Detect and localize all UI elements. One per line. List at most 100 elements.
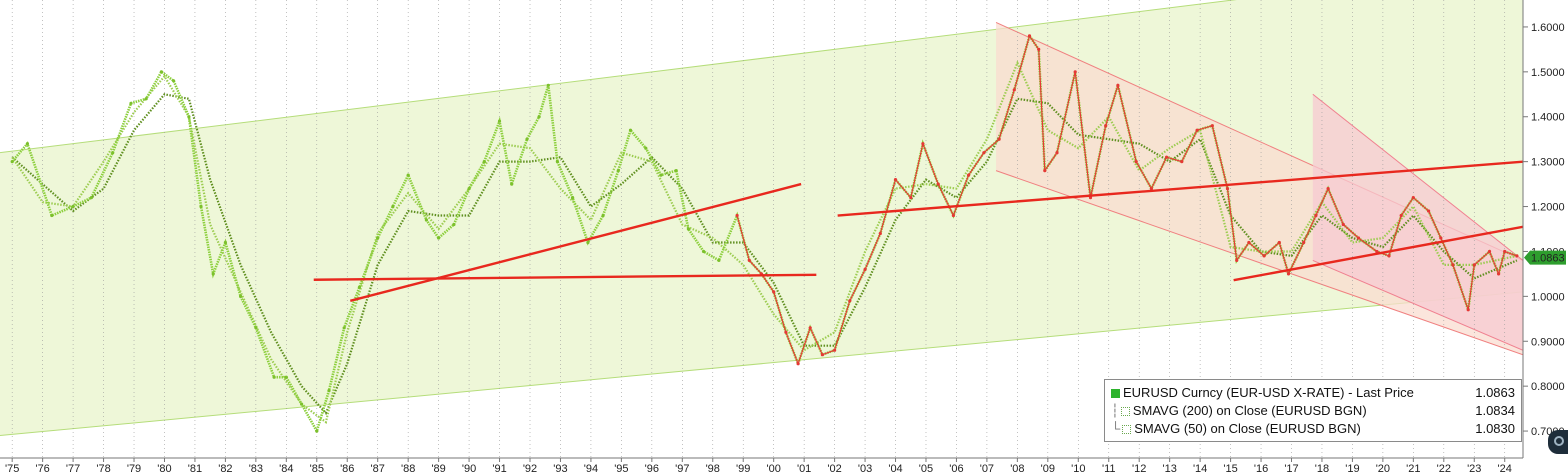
price-point	[628, 128, 633, 132]
channel-outer-upper-line	[0, 0, 1237, 154]
legend-value-smavg-200: 1.0834	[1475, 403, 1515, 418]
price-point	[391, 204, 395, 209]
price-point	[89, 196, 93, 200]
x-tick-label: '04	[888, 463, 902, 475]
price-point	[555, 160, 560, 164]
price-point	[1277, 240, 1281, 245]
price-point	[1411, 196, 1415, 200]
x-tick-label: '17	[1284, 463, 1298, 475]
last-price-tag-shape	[1524, 250, 1566, 265]
price-point	[1134, 160, 1138, 164]
x-tick-label: '18	[1315, 463, 1329, 475]
price-point	[199, 204, 203, 209]
price-point	[211, 272, 215, 276]
price-point	[437, 236, 441, 240]
vertical-gridlines	[11, 0, 1506, 458]
price-series	[10, 32, 1519, 435]
price-point	[1116, 83, 1120, 87]
price-point	[909, 196, 913, 200]
legend-value-last-price: 1.0863	[1475, 385, 1515, 400]
x-tick-label: '13	[1162, 463, 1176, 475]
x-tick-label: '15	[1223, 463, 1237, 475]
x-tick-label: '03	[858, 463, 872, 475]
price-point	[187, 115, 191, 119]
price-point	[1399, 213, 1403, 218]
legend-tree-connector: ┆	[1111, 403, 1119, 418]
price-point	[1326, 187, 1330, 191]
price-point	[1262, 254, 1266, 258]
y-tick-label: 0.9000	[1531, 336, 1565, 348]
legend-value-smavg-50: 1.0830	[1475, 421, 1515, 436]
price-point	[1165, 155, 1169, 159]
price-point	[300, 402, 304, 406]
price-point	[936, 182, 940, 186]
x-tick-label: '90	[462, 463, 476, 475]
price-point	[537, 115, 541, 119]
x-tick-label: '08	[1010, 463, 1024, 475]
x-tick-label: '24	[1498, 463, 1512, 475]
x-tick-label: '79	[127, 463, 141, 475]
price-point	[1356, 236, 1361, 240]
price-point	[1427, 209, 1431, 213]
y-axis: 0.70000.80000.90001.00001.10001.20001.30…	[1523, 22, 1565, 438]
legend-label-last-price: EURUSD Curncy (EUR-USD X-RATE) - Last Pr…	[1123, 385, 1414, 400]
x-tick-label: '81	[188, 463, 202, 475]
price-point	[315, 429, 319, 433]
y-tick-label: 1.4000	[1531, 112, 1565, 124]
chart-settings-icon[interactable]	[1548, 430, 1568, 454]
price-point	[254, 326, 258, 330]
price-point	[1073, 70, 1077, 74]
price-point	[1180, 160, 1184, 164]
price-point	[808, 326, 812, 330]
last-price-tag-label: 1.0863	[1531, 253, 1565, 265]
price-point	[616, 169, 620, 173]
price-point	[833, 348, 837, 352]
x-tick-label: '07	[980, 463, 994, 475]
x-tick-label: '05	[919, 463, 933, 475]
red-trendline-2	[349, 182, 802, 303]
price-point	[1286, 272, 1291, 276]
price-point	[878, 231, 882, 236]
smavg-50-line	[11, 60, 1518, 424]
price-point	[1012, 88, 1016, 92]
trendlines	[313, 160, 1523, 303]
channel-outer-lower-line	[0, 291, 1523, 437]
price-point	[510, 182, 514, 186]
y-tick-label: 1.3000	[1531, 157, 1565, 169]
x-tick-label: '96	[645, 463, 659, 475]
price-point	[1195, 128, 1199, 132]
price-point	[111, 151, 115, 155]
price-point	[50, 213, 54, 218]
price-point	[674, 169, 678, 173]
x-tick-label: '00	[767, 463, 781, 475]
price-point	[686, 227, 691, 231]
price-point	[467, 187, 471, 191]
x-tick-label: '02	[827, 463, 841, 475]
x-tick-label: '14	[1193, 463, 1207, 475]
price-point	[1027, 34, 1032, 38]
price-point	[717, 258, 721, 262]
price-point	[747, 258, 751, 262]
price-point	[406, 173, 410, 177]
price-point	[159, 70, 163, 74]
price-point	[223, 240, 227, 245]
price-point	[967, 173, 971, 177]
red-trendline-1	[313, 273, 817, 281]
price-point	[586, 240, 590, 245]
x-tick-label: '98	[706, 463, 720, 475]
price-point	[376, 236, 380, 240]
legend-swatch-last-price	[1111, 389, 1120, 398]
price-point	[951, 213, 956, 218]
price-point	[239, 294, 243, 298]
price-point	[1375, 249, 1379, 254]
price-point	[1225, 187, 1230, 191]
x-tick-label: '82	[218, 463, 232, 475]
x-tick-label: '16	[1254, 463, 1268, 475]
chart-legend: EURUSD Curncy (EUR-USD X-RATE) - Last Pr…	[1104, 379, 1522, 442]
x-tick-label: '93	[553, 463, 567, 475]
price-point	[893, 178, 898, 182]
x-tick-label: '86	[340, 463, 354, 475]
price-point	[571, 196, 575, 200]
price-point	[784, 330, 788, 334]
x-tick-label: '80	[157, 463, 171, 475]
